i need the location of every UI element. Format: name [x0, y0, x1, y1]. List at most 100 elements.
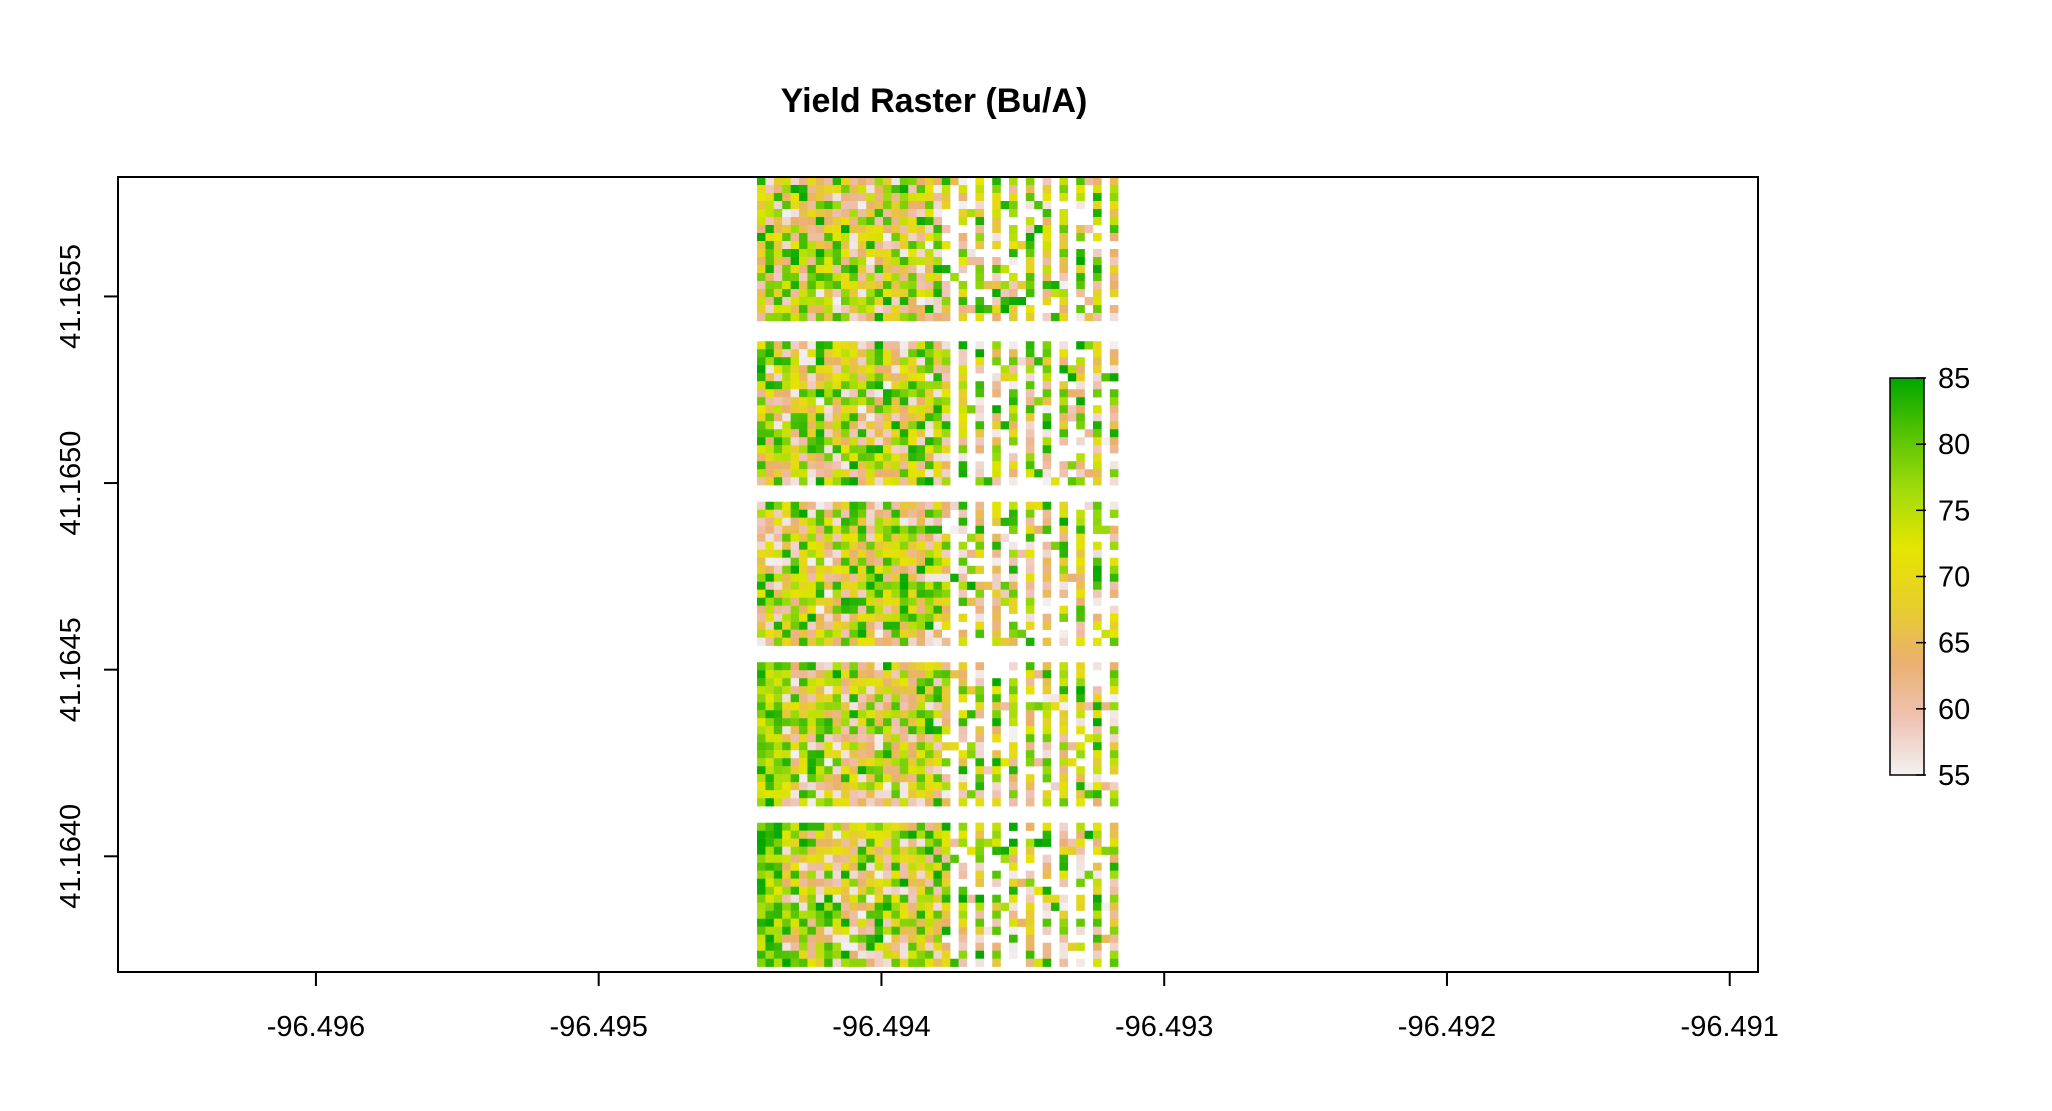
raster-cell: [883, 397, 892, 406]
raster-cell: [790, 910, 800, 919]
raster-cell: [925, 894, 934, 903]
raster-cell: [1009, 193, 1018, 202]
raster-cell: [1067, 413, 1077, 422]
raster-cell: [883, 910, 892, 919]
raster-cell: [891, 549, 901, 558]
raster-cell: [916, 718, 926, 727]
raster-cell: [925, 461, 934, 470]
raster-cell: [782, 790, 791, 799]
raster-cell: [908, 581, 917, 590]
raster-cell: [757, 750, 766, 759]
raster-cell: [1025, 429, 1035, 438]
raster-cell: [757, 670, 766, 679]
raster-cell: [824, 718, 833, 727]
raster-cell: [874, 209, 884, 218]
raster-cell: [815, 670, 825, 679]
raster-cell: [824, 533, 833, 542]
raster-cell: [824, 265, 833, 274]
raster-cell: [1025, 782, 1035, 791]
raster-cell: [975, 265, 985, 274]
raster-cell: [1042, 421, 1052, 430]
raster-cell: [891, 225, 901, 234]
raster-cell: [1109, 702, 1119, 711]
raster-cell: [832, 509, 842, 518]
raster-cell: [832, 878, 842, 887]
raster-cell: [891, 581, 901, 590]
raster-cell: [958, 926, 968, 935]
raster-cell: [958, 573, 968, 582]
raster-cell: [933, 694, 943, 703]
raster-cell: [790, 405, 800, 414]
raster-cell: [916, 613, 926, 622]
raster-cell: [773, 241, 783, 250]
raster-cell: [883, 597, 892, 606]
raster-cell: [992, 774, 1001, 783]
raster-cell: [799, 830, 808, 839]
raster-cell: [899, 209, 909, 218]
raster-cell: [874, 357, 884, 366]
raster-cell: [891, 469, 901, 478]
raster-cell: [941, 710, 951, 719]
raster-cell: [1093, 389, 1102, 398]
raster-cell: [891, 437, 901, 446]
raster-cell: [1093, 886, 1102, 895]
raster-cell: [891, 870, 901, 879]
raster-cell: [933, 305, 943, 314]
raster-cell: [807, 349, 817, 358]
raster-cell: [765, 662, 775, 671]
raster-cell: [1059, 613, 1069, 622]
raster-cell: [832, 613, 842, 622]
raster-cell: [866, 798, 875, 807]
raster-cell: [815, 942, 825, 951]
raster-cell: [1093, 265, 1102, 274]
raster-cell: [807, 429, 817, 438]
raster-cell: [849, 201, 859, 210]
raster-cell: [1109, 477, 1119, 486]
raster-cell: [1109, 942, 1119, 951]
raster-cell: [790, 429, 800, 438]
raster-cell: [1093, 209, 1102, 218]
raster-cell: [1084, 870, 1094, 879]
raster-cell: [757, 525, 766, 534]
raster-cell: [891, 718, 901, 727]
raster-cell: [933, 397, 943, 406]
raster-cell: [857, 918, 867, 927]
raster-cell: [757, 357, 766, 366]
raster-cell: [1093, 950, 1102, 959]
raster-cell: [849, 525, 859, 534]
raster-cell: [883, 798, 892, 807]
raster-cell: [975, 854, 985, 863]
raster-cell: [757, 381, 766, 390]
raster-cell: [1084, 734, 1094, 743]
raster-cell: [916, 445, 926, 454]
raster-cell: [832, 549, 842, 558]
raster-cell: [799, 886, 808, 895]
raster-cell: [841, 217, 850, 226]
raster-cell: [1025, 281, 1035, 290]
raster-cell: [883, 694, 892, 703]
raster-cell: [933, 838, 943, 847]
raster-cell: [916, 349, 926, 358]
raster-cell: [958, 822, 968, 831]
raster-cell: [1009, 185, 1018, 194]
raster-cell: [807, 365, 817, 374]
raster-cell: [1009, 934, 1018, 943]
raster-cell: [782, 670, 791, 679]
raster-cell: [1009, 686, 1018, 695]
raster-cell: [799, 782, 808, 791]
raster-cell: [824, 281, 833, 290]
raster-cell: [841, 742, 850, 751]
raster-cell: [815, 365, 825, 374]
raster-cell: [874, 742, 884, 751]
raster-cell: [757, 349, 766, 358]
raster-cell: [916, 381, 926, 390]
raster-cell: [841, 926, 850, 935]
raster-cell: [849, 597, 859, 606]
raster-cell: [992, 469, 1001, 478]
raster-cell: [773, 429, 783, 438]
raster-cell: [765, 273, 775, 282]
raster-cell: [941, 798, 951, 807]
raster-cell: [958, 305, 968, 314]
raster-cell: [757, 662, 766, 671]
raster-cell: [790, 589, 800, 598]
